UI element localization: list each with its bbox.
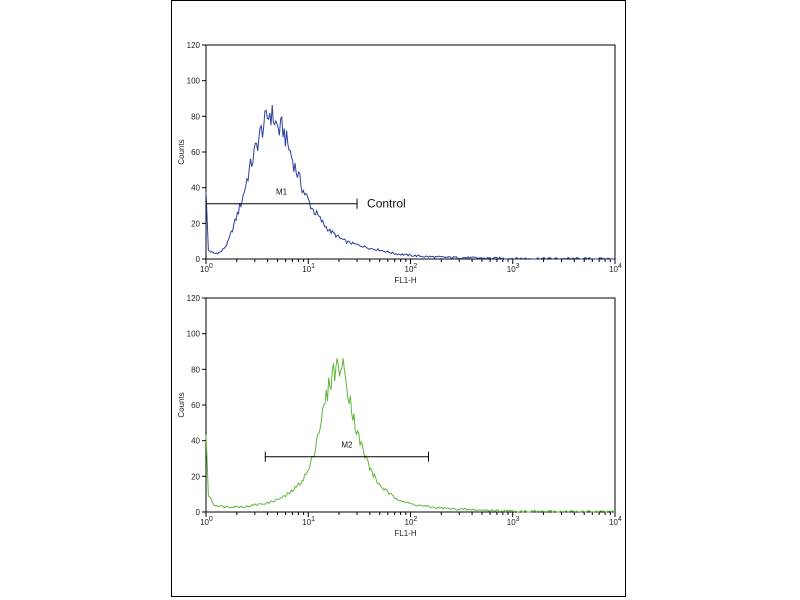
y-tick-label: 80 [191,112,200,121]
y-tick-label: 20 [191,219,200,228]
plot-area [205,297,616,513]
y-tick-label: 100 [187,77,201,86]
plot-area [205,44,616,260]
y-tick-label: 0 [196,508,201,517]
x-tick-label: 103 [507,516,520,527]
y-tick-label: 100 [187,330,201,339]
x-tick-label: 104 [609,263,622,274]
annotation-label: Control [367,197,406,211]
x-tick-label: 101 [302,516,315,527]
x-tick-label: 103 [507,263,520,274]
y-axis-title: Counts [177,139,186,164]
x-tick-label: 102 [405,516,418,527]
x-tick-label: 100 [200,263,213,274]
x-axis-title: FL1-H [394,529,416,538]
y-tick-label: 0 [196,255,201,264]
y-tick-label: 60 [191,401,200,410]
histogram-trace [205,358,616,513]
x-tick-label: 101 [302,263,315,274]
y-tick-label: 80 [191,365,200,374]
y-tick-label: 40 [191,437,200,446]
x-tick-label: 100 [200,516,213,527]
y-tick-label: 120 [187,41,201,50]
histogram-trace [205,104,616,260]
y-tick-label: 20 [191,472,200,481]
histogram-panel-2: 0 20 40 60 80 100 120 100 101 102 103 104 FL1-H Count… [177,294,622,538]
y-tick-label: 40 [191,184,200,193]
x-tick-label: 102 [405,263,418,274]
y-tick-label: 60 [191,148,200,157]
marker-label: M2 [341,441,353,450]
y-tick-label: 120 [187,294,201,303]
x-axis-title: FL1-H [394,276,416,285]
histogram-panel-1: 0 20 40 60 80 100 120 100 101 102 103 104 FL1-H Count… [177,41,622,285]
y-axis-title: Counts [177,392,186,417]
x-tick-label: 104 [609,516,622,527]
marker-label: M1 [276,188,288,197]
